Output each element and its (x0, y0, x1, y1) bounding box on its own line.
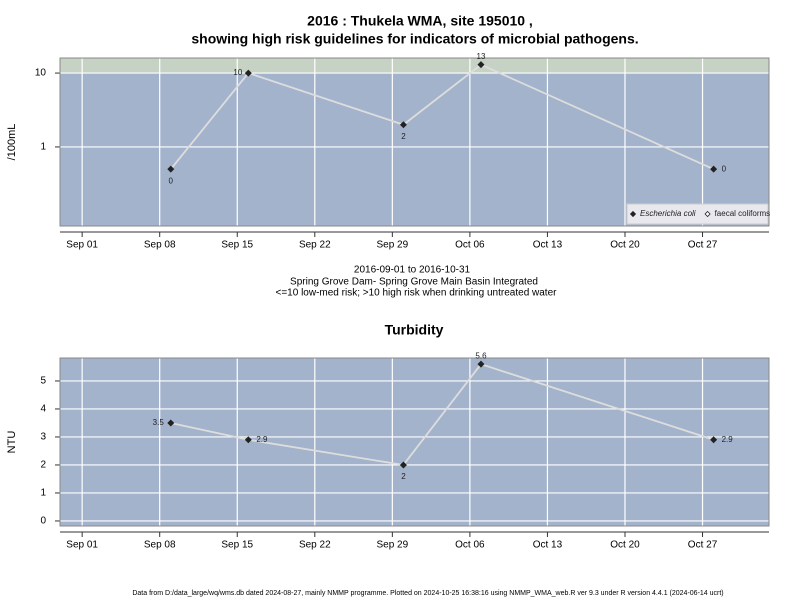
x-tick-label: Sep 01 (66, 240, 98, 251)
x-tick-label: Oct 20 (610, 240, 640, 251)
data-label: 10 (233, 68, 242, 77)
data-label: 2 (401, 472, 406, 481)
data-point (399, 461, 407, 469)
x-tick-label: Sep 01 (66, 540, 98, 551)
data-label: 2.9 (256, 435, 268, 444)
data-label: 2 (401, 132, 406, 141)
x-tick-label: Oct 06 (455, 240, 485, 251)
data-point (710, 165, 718, 173)
x-tick-label: Sep 08 (144, 240, 176, 251)
plot-frame (59, 57, 770, 227)
note: Spring Grove Dam- Spring Grove Main Basi… (290, 277, 538, 288)
data-label: 5.6 (475, 351, 487, 360)
data-point (710, 436, 718, 444)
chart-title: 2016 : Thukela WMA, site 195010 , (307, 13, 533, 29)
data-label: 2.9 (722, 435, 734, 444)
y-tick-label: 2 (40, 460, 46, 471)
x-tick-label: Oct 27 (688, 240, 718, 251)
x-tick-label: Oct 06 (455, 540, 485, 551)
data-point (244, 69, 252, 77)
plot-frame (59, 357, 770, 527)
data-point (399, 121, 407, 129)
x-tick-label: Sep 29 (376, 540, 408, 551)
y-tick-label: 3 (40, 432, 46, 443)
data-label: 0 (722, 164, 727, 173)
x-tick-label: Sep 08 (144, 540, 176, 551)
data-point (477, 61, 485, 69)
legend-label: faecal coliforms (715, 209, 771, 218)
panel-title: Turbidity (385, 322, 444, 338)
y-tick-label: 0 (40, 516, 46, 527)
x-tick-label: Oct 13 (533, 240, 563, 251)
high-risk-band (60, 58, 769, 74)
x-tick-label: Oct 20 (610, 540, 640, 551)
y-tick-label: 1 (40, 142, 46, 153)
note: 2016-09-01 to 2016-10-31 (354, 265, 471, 276)
legend-marker (704, 210, 711, 218)
x-tick-label: Oct 27 (688, 540, 718, 551)
data-point (244, 436, 252, 444)
x-tick-label: Oct 13 (533, 540, 563, 551)
legend-box (626, 203, 769, 225)
footer: Data from D:/data_large/wq/wms.db dated … (132, 590, 723, 597)
y-tick-label: 4 (40, 404, 46, 415)
note: <=10 low-med risk; >10 high risk when dr… (276, 288, 558, 299)
data-label: 0 (169, 176, 174, 185)
legend-marker (629, 210, 637, 218)
chart-subtitle: showing high risk guidelines for indicat… (191, 31, 638, 47)
data-point (167, 419, 175, 427)
plot-background (60, 58, 769, 226)
data-point (477, 360, 485, 368)
y-axis-label: /100mL (6, 124, 18, 161)
x-tick-label: Sep 15 (221, 540, 253, 551)
y-tick-label: 5 (40, 376, 46, 387)
legend-label: Escherichia coli (640, 209, 696, 218)
x-tick-label: Sep 22 (299, 240, 331, 251)
y-tick-label: 10 (35, 68, 47, 79)
x-tick-label: Sep 29 (376, 240, 408, 251)
x-tick-label: Sep 15 (221, 240, 253, 251)
x-tick-label: Sep 22 (299, 540, 331, 551)
data-point (167, 165, 175, 173)
plot-background (60, 358, 769, 526)
data-label: 3.5 (153, 418, 165, 427)
y-axis-label: NTU (6, 431, 18, 454)
data-label: 13 (477, 52, 486, 61)
y-tick-label: 1 (40, 488, 46, 499)
